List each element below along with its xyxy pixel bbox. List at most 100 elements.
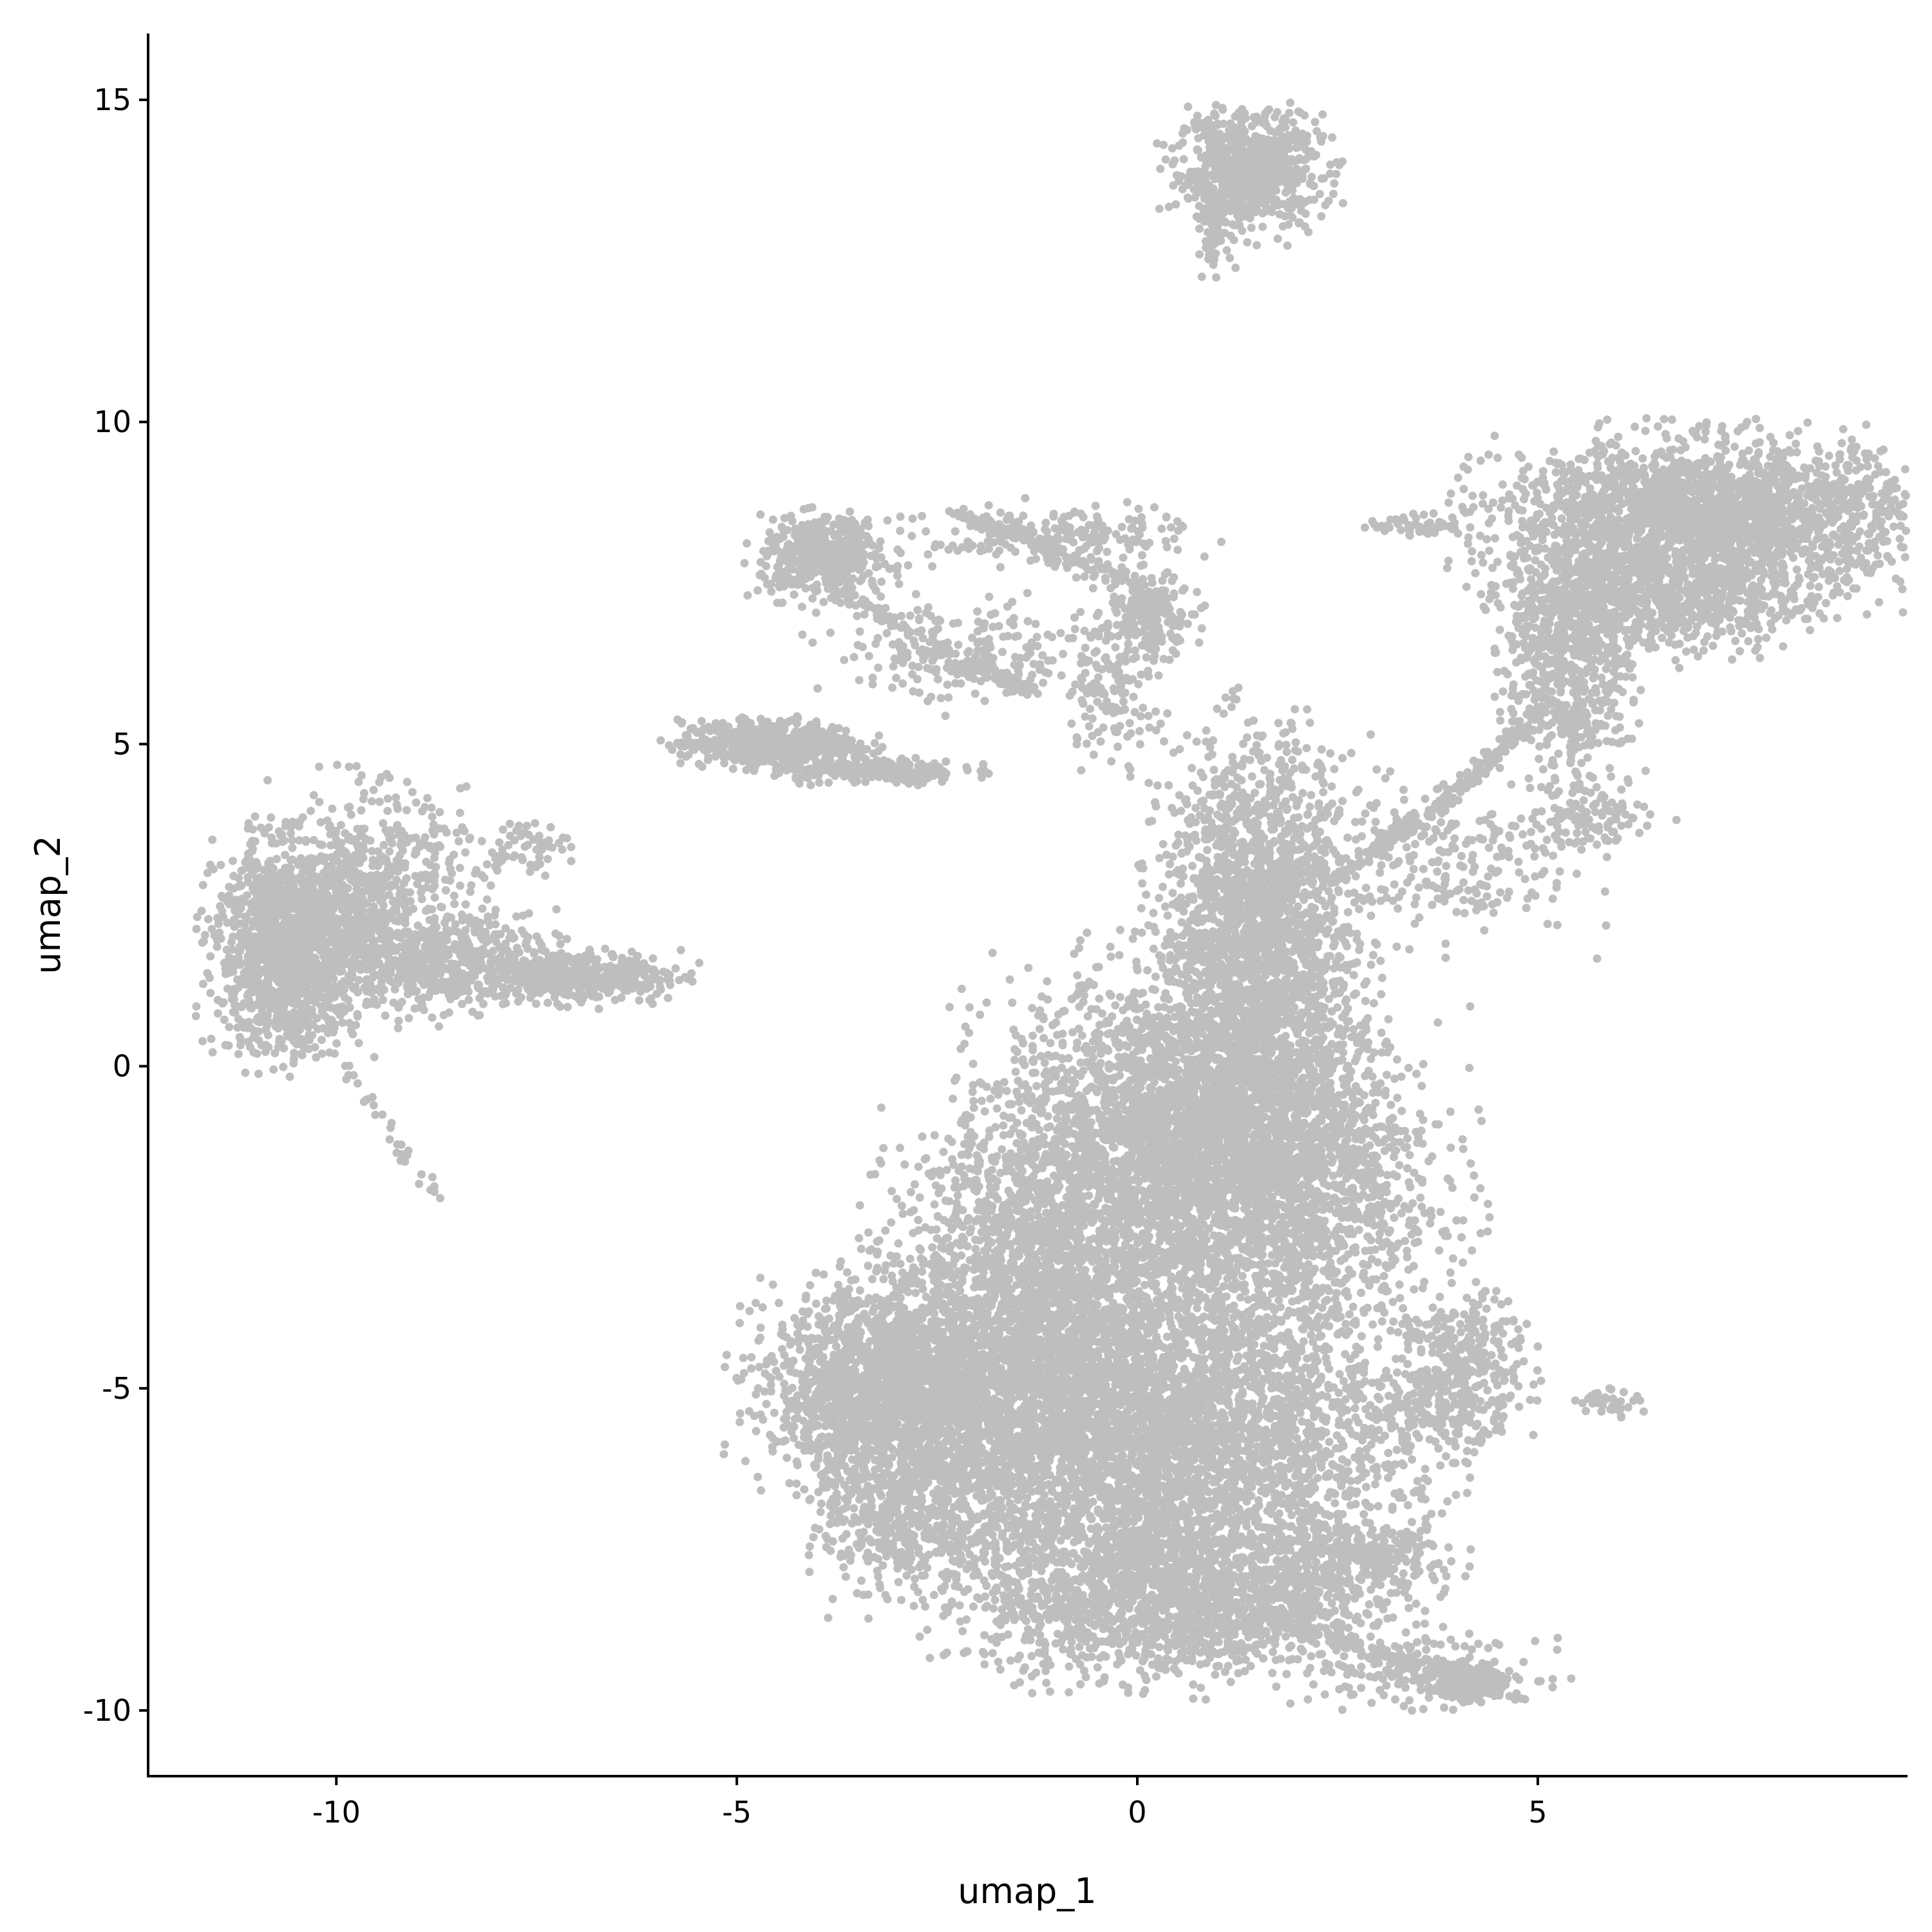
scatter-point: [273, 1003, 281, 1011]
scatter-point: [1262, 122, 1271, 130]
scatter-point: [206, 952, 214, 961]
scatter-point: [281, 822, 290, 830]
scatter-point: [360, 872, 368, 880]
scatter-point: [383, 770, 391, 778]
scatter-point: [244, 864, 252, 872]
scatter-point: [413, 880, 421, 888]
scatter-point: [355, 1039, 363, 1047]
scatter-point: [391, 916, 399, 925]
scatter-point: [442, 828, 451, 837]
scatter-point: [368, 797, 376, 806]
scatter-point: [251, 980, 259, 989]
scatter-point: [1156, 165, 1164, 173]
scatter-point: [267, 871, 275, 879]
scatter-point: [332, 1039, 341, 1048]
scatter-point: [483, 895, 491, 904]
scatter-point: [489, 947, 498, 955]
scatter-point: [601, 945, 609, 953]
scatter-point: [317, 917, 325, 925]
scatter-point: [1179, 129, 1187, 138]
scatter-point: [1192, 125, 1200, 133]
scatter-point: [361, 915, 370, 923]
scatter-point: [499, 826, 507, 834]
scatter-point: [296, 999, 304, 1008]
scatter-point: [357, 806, 365, 815]
scatter-point: [253, 898, 261, 907]
scatter-point: [263, 988, 272, 996]
scatter-point: [236, 1041, 245, 1049]
scatter-point: [411, 872, 419, 880]
scatter-point: [480, 874, 489, 882]
scatter-point: [370, 786, 378, 794]
scatter-point: [532, 999, 540, 1008]
scatter-point: [337, 839, 346, 848]
scatter-point: [1268, 164, 1276, 173]
scatter-point: [341, 861, 350, 869]
scatter-point: [478, 837, 486, 846]
scatter-point: [339, 847, 348, 855]
scatter-point: [1220, 192, 1229, 200]
scatter-point: [1231, 204, 1239, 213]
scatter-point: [553, 905, 561, 914]
scatter-point: [649, 999, 657, 1008]
scatter-point: [240, 980, 249, 988]
scatter-point: [229, 857, 237, 865]
scatter-point: [1319, 132, 1327, 140]
scatter-point: [478, 904, 487, 913]
scatter-point: [249, 884, 257, 893]
scatter-point: [275, 828, 283, 836]
scatter-point: [310, 791, 318, 799]
scatter-point: [517, 993, 526, 1001]
scatter-point: [232, 896, 241, 905]
scatter-point: [1283, 242, 1292, 250]
scatter-point: [506, 820, 514, 828]
scatter-point: [729, 764, 737, 773]
scatter-point: [463, 948, 471, 956]
scatter-point: [1231, 263, 1240, 272]
scatter-point: [1225, 126, 1233, 135]
scatter-point: [556, 1003, 564, 1011]
scatter-point: [450, 892, 459, 900]
scatter-point: [315, 798, 323, 806]
scatter-point: [329, 905, 337, 914]
scatter-point: [244, 943, 252, 951]
scatter-point: [1190, 118, 1198, 127]
scatter-point: [392, 862, 400, 871]
scatter-point: [875, 732, 883, 740]
scatter-point: [477, 919, 485, 927]
scatter-point: [555, 932, 564, 940]
scatter-point: [541, 871, 549, 880]
scatter-point: [283, 971, 291, 980]
scatter-point: [1310, 182, 1318, 190]
scatter-point: [616, 982, 625, 990]
scatter-point: [435, 1022, 443, 1030]
scatter-point: [400, 879, 408, 887]
scatter-point: [1305, 196, 1314, 204]
scatter-point: [427, 947, 435, 955]
scatter-point: [486, 958, 495, 966]
scatter-point: [381, 1012, 390, 1020]
scatter-point: [379, 819, 387, 828]
scatter-point: [442, 886, 450, 895]
scatter-point: [239, 933, 247, 941]
scatter-point: [462, 782, 471, 791]
scatter-point: [193, 925, 201, 933]
scatter-point: [269, 941, 277, 949]
scatter-point: [518, 853, 526, 862]
scatter-point: [491, 855, 500, 863]
scatter-point: [659, 968, 668, 976]
scatter-point: [1265, 205, 1274, 214]
scatter-point: [326, 875, 334, 884]
scatter-point: [388, 833, 396, 841]
scatter-point: [533, 846, 541, 854]
scatter-point: [393, 800, 401, 809]
scatter-point: [299, 813, 307, 822]
scatter-point: [401, 927, 409, 936]
scatter-point: [1190, 167, 1198, 176]
scatter-point: [319, 857, 328, 865]
scatter-point: [1165, 203, 1173, 211]
scatter-point: [373, 1001, 381, 1009]
scatter-point: [277, 929, 285, 938]
scatter-point: [289, 952, 297, 960]
scatter-point: [321, 884, 330, 892]
